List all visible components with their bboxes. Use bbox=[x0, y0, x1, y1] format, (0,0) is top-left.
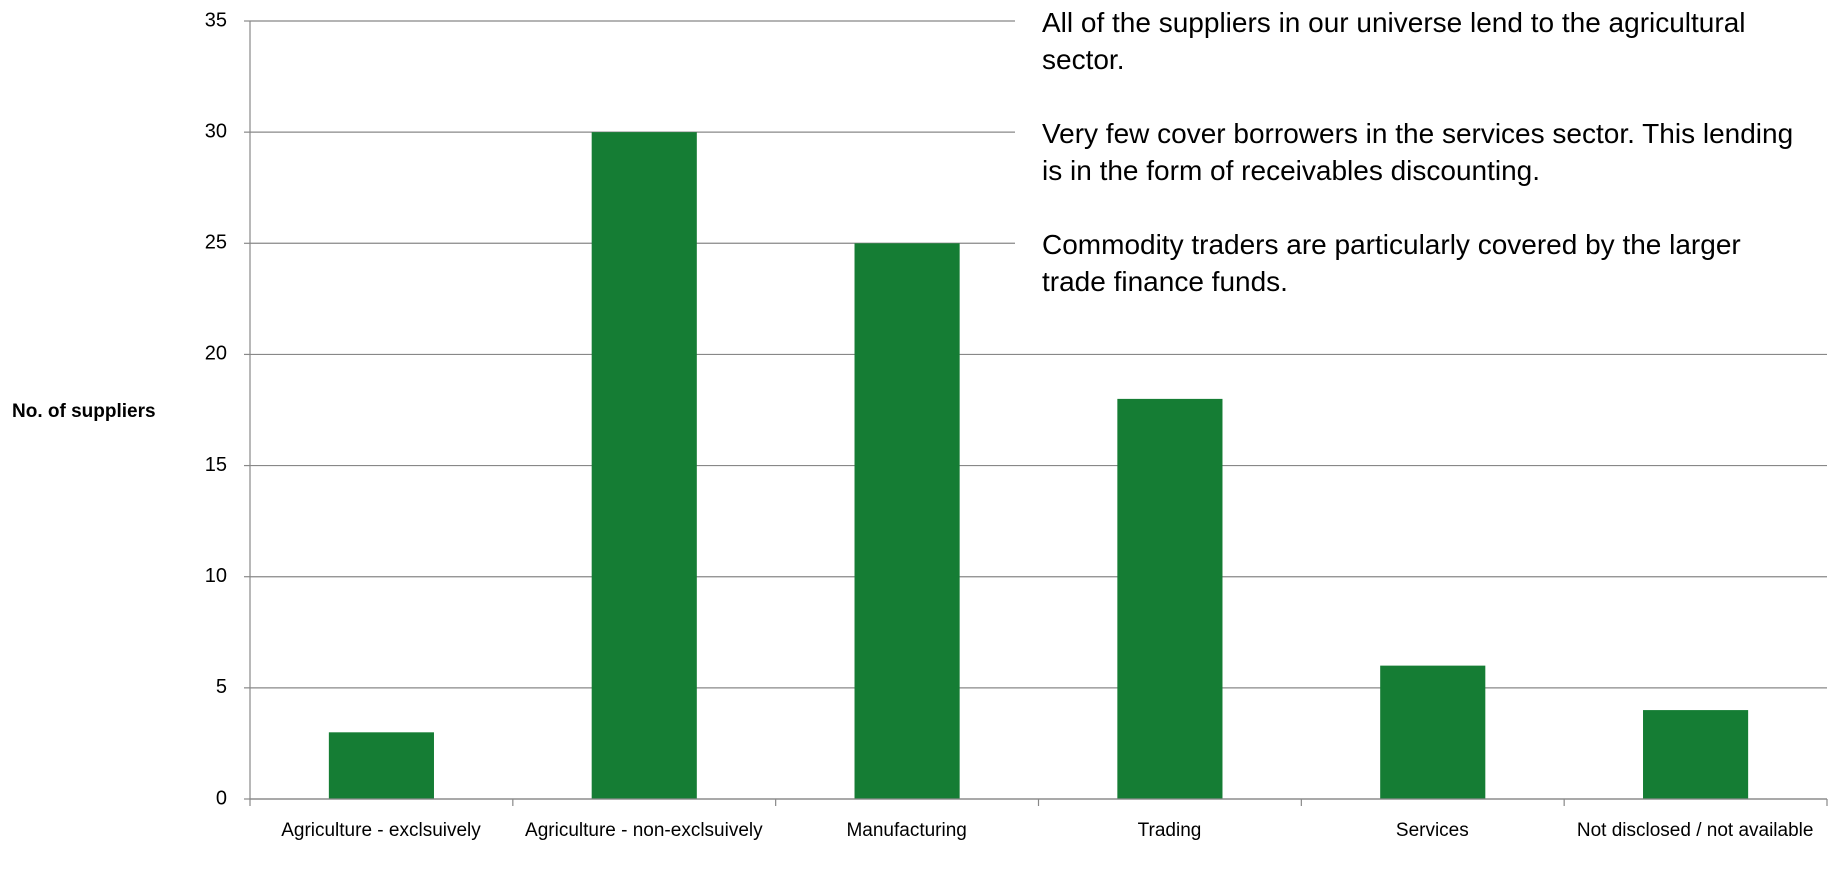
y-tick-label: 25 bbox=[205, 232, 227, 254]
y-tick-label: 20 bbox=[205, 343, 227, 365]
bar bbox=[1117, 398, 1223, 799]
x-tick-label: Not disclosed / not available bbox=[1576, 820, 1814, 841]
bar bbox=[1643, 710, 1749, 799]
annotation: All of the suppliers in our universe len… bbox=[1042, 7, 1746, 75]
x-tick-label: Manufacturing bbox=[846, 820, 967, 841]
y-tick-label: 5 bbox=[216, 676, 227, 698]
x-tick-label: Services bbox=[1395, 820, 1469, 841]
bar bbox=[854, 243, 960, 800]
annotation-box: All of the suppliers in our universe len… bbox=[1015, 4, 1827, 304]
y-tick-label: 35 bbox=[205, 9, 227, 31]
bar bbox=[1380, 665, 1486, 799]
annotation: Commodity traders are particularly cover… bbox=[1042, 229, 1741, 297]
bar bbox=[328, 732, 434, 799]
x-tick-label: Trading bbox=[1137, 820, 1202, 841]
annotation: Very few cover borrowers in the services… bbox=[1042, 118, 1794, 186]
y-tick-label: 0 bbox=[216, 787, 227, 809]
bar bbox=[591, 132, 697, 800]
y-tick-label: 10 bbox=[205, 565, 227, 587]
x-tick-label: Agriculture - non-exclsuively bbox=[525, 820, 763, 841]
y-axis-label: No. of suppliers bbox=[12, 401, 156, 422]
y-tick-label: 30 bbox=[205, 120, 227, 142]
x-tick-label: Agriculture - exclsuively bbox=[281, 820, 481, 841]
y-tick-label: 15 bbox=[205, 454, 227, 476]
